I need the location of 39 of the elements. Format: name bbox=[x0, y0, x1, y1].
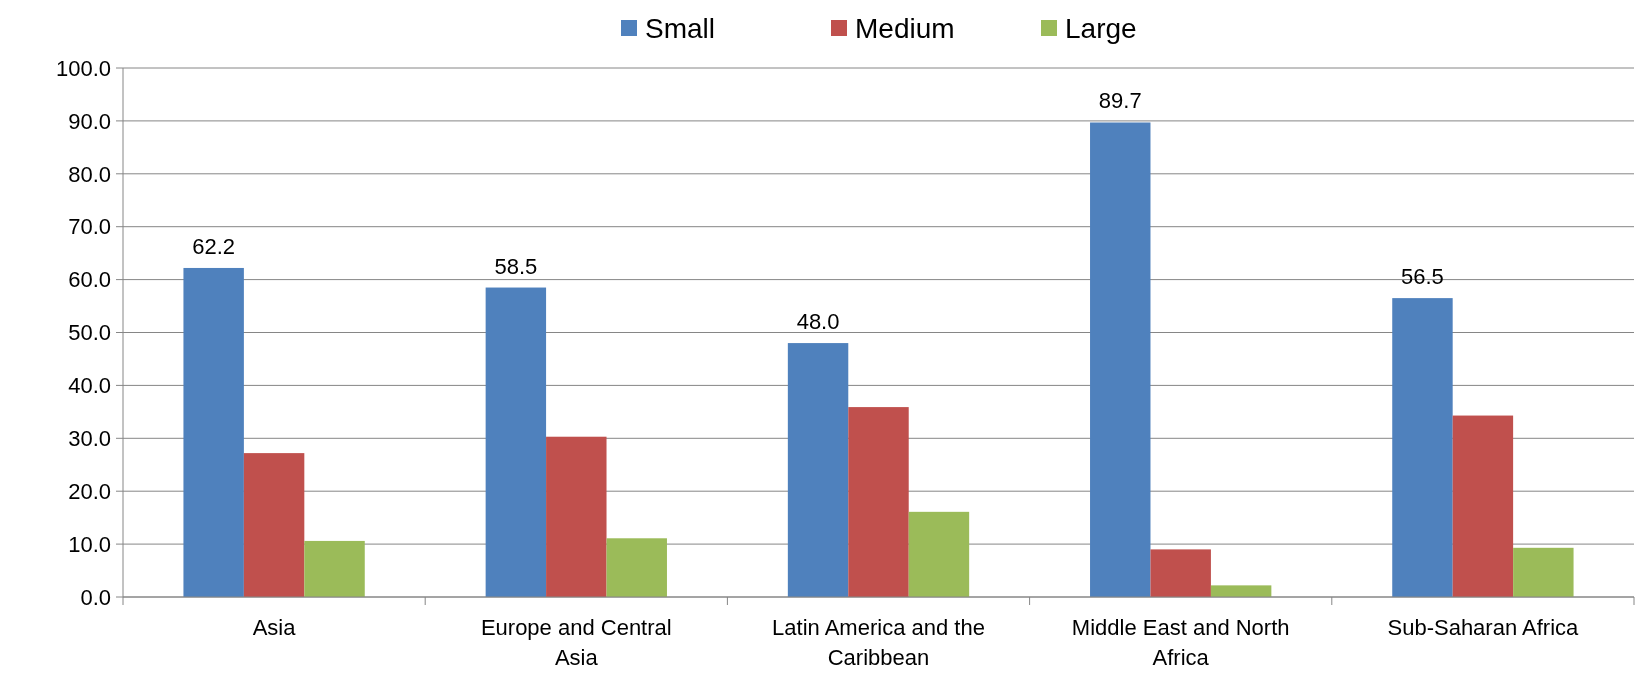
x-tick-label: Sub-Saharan Africa bbox=[1387, 615, 1580, 640]
bar bbox=[304, 540, 365, 597]
y-tick-label: 80.0 bbox=[68, 161, 111, 187]
x-tick-label: Asia bbox=[252, 615, 297, 640]
bar bbox=[908, 511, 970, 597]
legend-label: Large bbox=[1065, 12, 1137, 44]
legend-label: Medium bbox=[855, 12, 955, 44]
bar bbox=[183, 267, 244, 597]
data-label: 48.0 bbox=[796, 309, 840, 335]
bar bbox=[787, 343, 849, 597]
data-label: 62.2 bbox=[192, 233, 236, 259]
y-tick-label: 0.0 bbox=[80, 584, 111, 610]
data-label: 58.5 bbox=[494, 253, 538, 279]
bar bbox=[1392, 298, 1453, 597]
data-label: 56.5 bbox=[1401, 264, 1444, 290]
y-tick-label: 70.0 bbox=[68, 214, 111, 240]
bar bbox=[485, 287, 547, 597]
x-tick-label: Europe and Central Asia bbox=[480, 615, 672, 670]
bar bbox=[1210, 585, 1272, 597]
bar bbox=[243, 453, 305, 597]
bar bbox=[1513, 547, 1574, 597]
y-tick-label: 90.0 bbox=[68, 108, 111, 134]
bar bbox=[1452, 415, 1514, 597]
bar bbox=[848, 407, 909, 597]
y-tick-label: 100.0 bbox=[55, 55, 111, 81]
bar bbox=[546, 436, 607, 597]
y-tick-label: 60.0 bbox=[68, 267, 111, 293]
bar bbox=[606, 538, 667, 597]
y-tick-label: 20.0 bbox=[68, 478, 111, 504]
bar bbox=[1150, 549, 1211, 597]
y-tick-label: 50.0 bbox=[68, 320, 111, 346]
legend-label: Small bbox=[645, 12, 716, 44]
x-tick-label: Latin America and the Caribbean bbox=[772, 615, 985, 670]
bar bbox=[1090, 122, 1151, 597]
data-label: 89.7 bbox=[1098, 88, 1142, 114]
y-tick-label: 30.0 bbox=[68, 426, 111, 451]
y-tick-label: 10.0 bbox=[68, 531, 111, 557]
y-tick-label: 40.0 bbox=[68, 373, 111, 399]
x-tick-label: Middle East and North Africa bbox=[1071, 615, 1290, 670]
